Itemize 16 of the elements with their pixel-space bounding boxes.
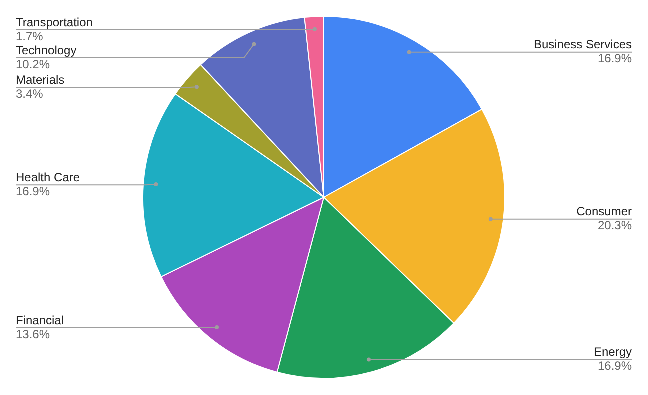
slice-label: Health Care <box>16 170 80 184</box>
data-label: 13.6% <box>16 327 50 342</box>
slice-label: Technology <box>16 43 77 58</box>
data-label: 10.2% <box>16 57 50 72</box>
data-label: 16.9% <box>598 52 632 66</box>
slice-label: Financial <box>16 313 64 328</box>
data-label: 3.4% <box>16 86 44 101</box>
slice-label: Energy <box>594 345 632 360</box>
data-label: 16.9% <box>16 184 50 198</box>
data-label: 16.9% <box>598 359 632 374</box>
data-label: 1.7% <box>16 29 44 44</box>
slice-label: Consumer <box>576 204 632 219</box>
slice-label: Transportation <box>16 15 93 30</box>
slice-label: Business Services <box>534 38 632 52</box>
slice-label: Materials <box>16 72 65 87</box>
data-label: 20.3% <box>598 218 632 233</box>
